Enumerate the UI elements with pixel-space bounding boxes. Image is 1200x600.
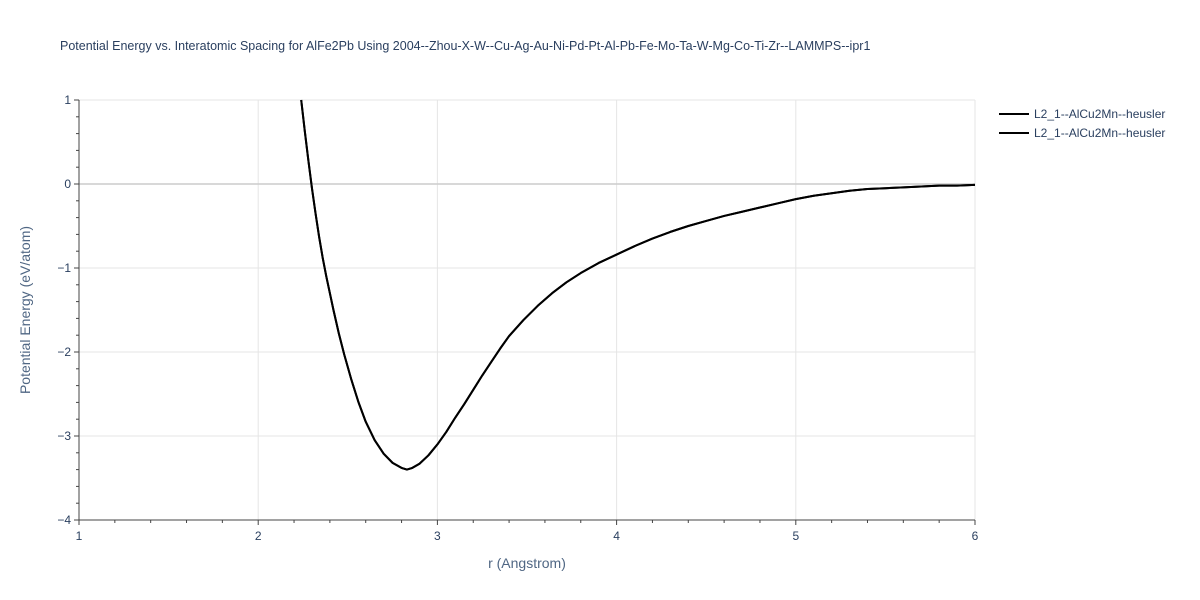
x-tick-label: 4: [613, 529, 620, 543]
y-axis-title: Potential Energy (eV/atom): [17, 226, 33, 394]
y-axis-ticks: 1 0 −1 −2 −3 −4: [57, 93, 71, 527]
legend-label: L2_1--AlCu2Mn--heusler: [1034, 107, 1165, 121]
legend-item-2[interactable]: L2_1--AlCu2Mn--heusler: [999, 126, 1165, 140]
grid-lines: [79, 99, 976, 520]
y-tick-label: −3: [57, 429, 71, 443]
legend-label: L2_1--AlCu2Mn--heusler: [1034, 126, 1165, 140]
y-tick-label: −4: [57, 513, 71, 527]
x-tick-label: 3: [434, 529, 441, 543]
x-tick-label: 2: [255, 529, 262, 543]
series-lines: [300, 99, 975, 471]
y-tick-label: −1: [57, 261, 71, 275]
y-tick-label: −2: [57, 345, 71, 359]
axes: [74, 99, 976, 525]
legend-item-1[interactable]: L2_1--AlCu2Mn--heusler: [999, 107, 1165, 121]
x-tick-label: 5: [792, 529, 799, 543]
y-tick-label: 1: [64, 93, 71, 107]
series-line-2: [300, 99, 975, 471]
chart-title: Potential Energy vs. Interatomic Spacing…: [60, 39, 870, 53]
legend[interactable]: L2_1--AlCu2Mn--heusler L2_1--AlCu2Mn--heu…: [999, 107, 1165, 140]
x-axis-title: r (Angstrom): [488, 555, 566, 571]
y-tick-label: 0: [64, 177, 71, 191]
x-tick-label: 6: [972, 529, 979, 543]
x-tick-label: 1: [76, 529, 83, 543]
x-axis-ticks: 1 2 3 4 5 6: [76, 529, 979, 543]
